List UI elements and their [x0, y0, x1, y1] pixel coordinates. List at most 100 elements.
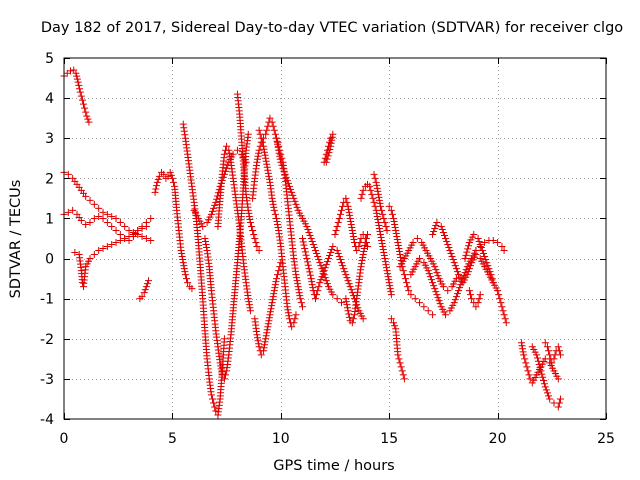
data-point-marker: [543, 389, 551, 397]
data-point-marker: [283, 303, 291, 311]
data-point-marker: [382, 264, 390, 272]
data-point-marker: [395, 245, 403, 253]
data-point-marker: [281, 170, 289, 178]
data-point-marker: [521, 355, 529, 363]
data-point-marker: [222, 371, 230, 379]
data-point-marker: [298, 303, 306, 311]
data-point-marker: [393, 236, 401, 244]
data-point-marker: [476, 243, 484, 251]
data-point-marker: [501, 315, 509, 323]
data-point-marker: [432, 221, 440, 229]
data-point-marker: [498, 243, 506, 251]
data-point-marker: [357, 194, 365, 202]
data-point-marker: [377, 202, 385, 210]
data-point-marker: [284, 179, 292, 187]
data-point-marker: [409, 239, 417, 247]
data-point-marker: [524, 367, 532, 375]
data-point-marker: [290, 319, 298, 327]
data-point-marker: [336, 210, 344, 218]
data-point-marker: [253, 158, 261, 166]
data-point-marker: [450, 259, 458, 267]
data-point-marker: [269, 296, 277, 304]
data-point-marker: [116, 237, 124, 245]
data-point-marker: [451, 296, 459, 304]
data-point-marker: [77, 92, 85, 100]
data-point-marker: [271, 130, 279, 138]
data-point-marker: [373, 184, 381, 192]
series-arc-g: [179, 120, 228, 419]
data-point-marker: [141, 286, 149, 294]
data-point-marker: [374, 190, 382, 198]
series-arc-z: [429, 218, 510, 327]
data-point-marker: [435, 297, 443, 305]
data-point-marker: [338, 206, 346, 214]
data-point-marker: [260, 344, 268, 352]
data-point-marker: [518, 342, 526, 350]
data-point-marker: [373, 209, 381, 217]
data-point-marker: [385, 276, 393, 284]
data-point-marker: [472, 247, 480, 255]
data-point-marker: [72, 69, 80, 77]
data-point-marker: [347, 217, 355, 225]
data-point-marker: [475, 295, 483, 303]
data-point-marker: [463, 271, 471, 279]
series-arc-m: [255, 126, 300, 331]
data-point-marker: [108, 212, 116, 220]
data-point-marker: [399, 371, 407, 379]
series-arc-aa: [461, 230, 497, 287]
data-point-marker: [245, 212, 253, 220]
data-point-marker: [349, 315, 357, 323]
data-point-marker: [151, 188, 159, 196]
data-point-marker: [82, 220, 90, 228]
data-point-marker: [278, 161, 286, 169]
data-point-marker: [474, 235, 482, 242]
data-point-marker: [378, 237, 386, 245]
data-point-marker: [178, 250, 186, 258]
data-point-marker: [386, 285, 394, 293]
data-point-marker: [85, 118, 93, 126]
data-point-marker: [362, 235, 370, 242]
data-point-marker: [255, 149, 263, 157]
data-point-marker: [452, 293, 460, 301]
series-arc-bb: [472, 237, 508, 255]
data-point-marker: [456, 284, 464, 292]
x-tick-label: 20: [489, 431, 507, 447]
data-point-marker: [265, 172, 273, 180]
data-point-marker: [274, 143, 282, 151]
data-point-marker: [379, 246, 387, 254]
data-point-marker: [345, 313, 353, 321]
data-point-marker: [357, 263, 365, 271]
data-point-marker: [475, 238, 483, 246]
data-point-marker: [307, 275, 315, 283]
data-point-marker: [373, 181, 381, 189]
data-point-marker: [436, 300, 444, 308]
data-point-marker: [290, 194, 298, 202]
data-point-marker: [364, 230, 372, 238]
data-point-marker: [223, 142, 231, 150]
data-point-marker: [90, 214, 98, 222]
data-point-marker: [71, 249, 79, 257]
data-point-marker: [339, 262, 347, 270]
data-point-marker: [397, 254, 405, 262]
data-point-marker: [253, 334, 261, 342]
data-point-marker: [322, 261, 330, 269]
data-point-marker: [274, 223, 282, 231]
data-point-marker: [112, 239, 120, 247]
data-point-marker: [323, 258, 331, 266]
data-point-marker: [534, 357, 542, 365]
data-point-marker: [377, 230, 385, 238]
data-point-marker: [439, 228, 447, 236]
data-point-marker: [264, 166, 272, 174]
data-point-marker: [289, 191, 297, 199]
data-point-marker: [326, 252, 334, 260]
data-point-marker: [245, 209, 253, 217]
data-point-marker: [271, 284, 279, 292]
data-point-marker: [99, 245, 107, 253]
data-point-marker: [142, 235, 150, 242]
data-point-marker: [296, 295, 304, 303]
data-point-marker: [125, 232, 133, 240]
data-point-marker: [369, 194, 377, 202]
data-point-marker: [261, 148, 269, 156]
data-point-marker: [476, 291, 484, 299]
data-point-marker: [465, 287, 473, 295]
